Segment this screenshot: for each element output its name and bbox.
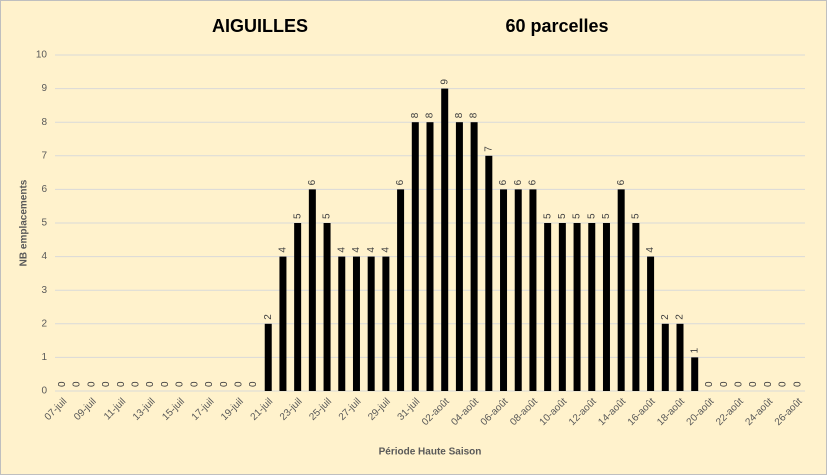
value-label: 1 [689, 347, 700, 353]
value-label: 2 [660, 314, 671, 320]
bar [573, 223, 581, 391]
bar [647, 256, 655, 391]
y-tick-label: 8 [41, 117, 47, 128]
value-label: 0 [86, 381, 97, 387]
bar [352, 256, 360, 391]
bar [588, 223, 596, 391]
value-label: 0 [204, 381, 215, 387]
value-label: 0 [145, 381, 156, 387]
bar [691, 357, 699, 391]
value-label: 5 [557, 213, 568, 219]
bar [558, 223, 566, 391]
y-tick-label: 9 [41, 83, 47, 94]
bar [411, 122, 419, 391]
value-label: 6 [616, 179, 627, 185]
bar [338, 256, 346, 391]
bar [500, 189, 508, 391]
value-label: 4 [366, 247, 377, 253]
value-label: 4 [381, 247, 392, 253]
y-tick-label: 6 [41, 184, 47, 195]
y-tick-label: 7 [41, 150, 47, 161]
value-label: 0 [131, 381, 142, 387]
y-tick-label: 2 [41, 318, 47, 329]
value-label: 0 [733, 381, 744, 387]
value-label: 7 [483, 146, 494, 152]
y-tick-label: 5 [41, 218, 47, 229]
value-label: 5 [601, 213, 612, 219]
value-label: 0 [763, 381, 774, 387]
value-label: 4 [336, 247, 347, 253]
bar [470, 122, 478, 391]
value-label: 0 [748, 381, 759, 387]
y-tick-label: 10 [36, 50, 48, 61]
value-label: 5 [322, 213, 333, 219]
bar [397, 189, 405, 391]
bar [602, 223, 610, 391]
value-label: 0 [189, 381, 200, 387]
bar [382, 256, 390, 391]
value-label: 5 [292, 213, 303, 219]
x-axis-title: Période Haute Saison [379, 447, 482, 458]
bar [485, 155, 493, 391]
value-label: 5 [586, 213, 597, 219]
value-label: 0 [233, 381, 244, 387]
bar [426, 122, 434, 391]
bar [323, 223, 331, 391]
y-axis-title: NB emplacements [19, 179, 30, 266]
value-label: 6 [395, 179, 406, 185]
value-label: 0 [175, 381, 186, 387]
bar [441, 88, 449, 391]
value-label: 5 [542, 213, 553, 219]
bar [294, 223, 302, 391]
value-label: 0 [72, 381, 83, 387]
bar [367, 256, 375, 391]
value-label: 0 [101, 381, 112, 387]
value-label: 5 [572, 213, 583, 219]
value-label: 8 [454, 112, 465, 118]
value-label: 6 [498, 179, 509, 185]
value-label: 2 [675, 314, 686, 320]
value-label: 8 [469, 112, 480, 118]
bar [529, 189, 537, 391]
value-label: 0 [160, 381, 171, 387]
value-label: 4 [351, 247, 362, 253]
value-label: 6 [513, 179, 524, 185]
bar [676, 323, 684, 391]
value-label: 0 [116, 381, 127, 387]
chart-subtitle: 60 parcelles [505, 16, 608, 36]
value-label: 4 [278, 247, 289, 253]
bar [264, 323, 272, 391]
bar [632, 223, 640, 391]
value-label: 8 [410, 112, 421, 118]
value-label: 6 [528, 179, 539, 185]
y-tick-label: 1 [41, 352, 47, 363]
value-label: 0 [792, 381, 803, 387]
value-label: 0 [778, 381, 789, 387]
value-label: 0 [704, 381, 715, 387]
value-label: 0 [719, 381, 730, 387]
bar [308, 189, 316, 391]
bar [544, 223, 552, 391]
bar [514, 189, 522, 391]
y-tick-label: 0 [41, 386, 47, 397]
value-label: 9 [439, 79, 450, 85]
value-label: 0 [57, 381, 68, 387]
y-tick-label: 4 [41, 251, 47, 262]
bar [617, 189, 625, 391]
value-label: 6 [307, 179, 318, 185]
value-label: 0 [248, 381, 259, 387]
chart-title: AIGUILLES [212, 16, 308, 36]
value-label: 4 [645, 247, 656, 253]
y-tick-label: 3 [41, 285, 47, 296]
bar [279, 256, 287, 391]
value-label: 0 [219, 381, 230, 387]
value-label: 2 [263, 314, 274, 320]
value-label: 5 [631, 213, 642, 219]
bar [455, 122, 463, 391]
value-label: 8 [425, 112, 436, 118]
bar [661, 323, 669, 391]
